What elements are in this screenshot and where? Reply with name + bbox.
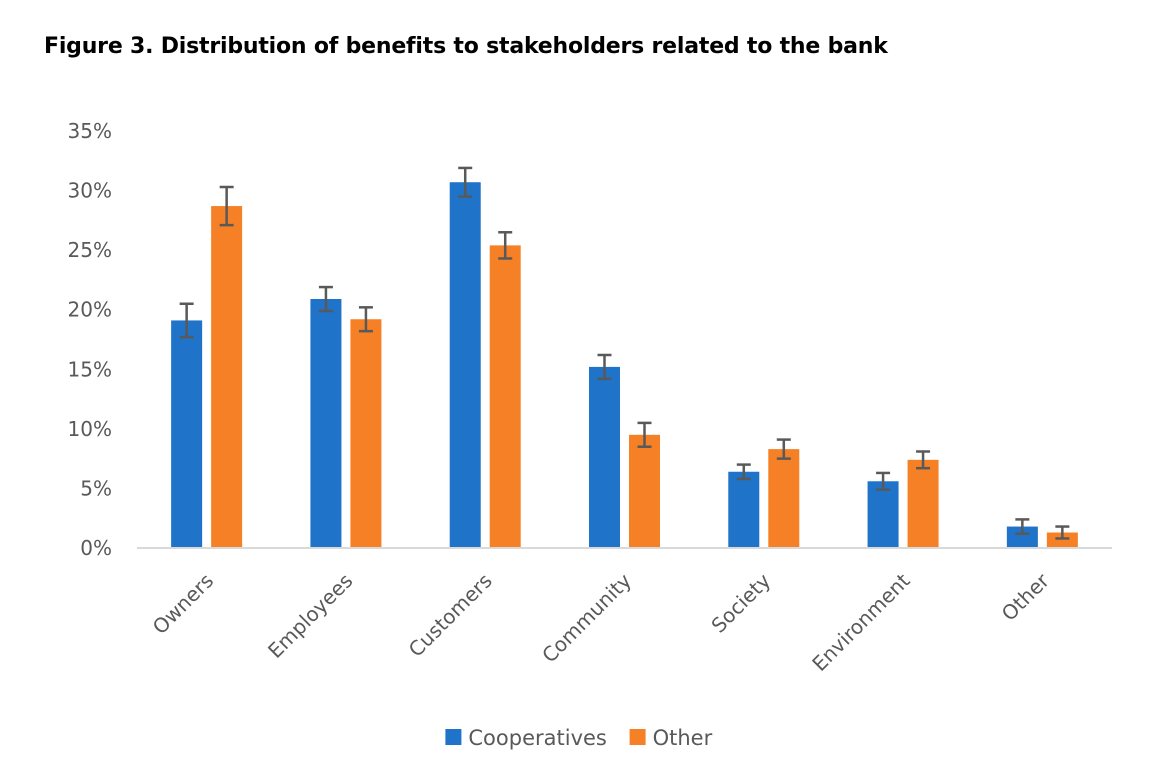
legend-label-other: Other xyxy=(653,726,713,750)
y-tick-label: 0% xyxy=(80,536,112,560)
legend-swatch-cooperatives xyxy=(445,729,462,745)
y-tick-label: 5% xyxy=(80,476,112,500)
bar-cooperatives-customers xyxy=(449,182,481,548)
bar-other-customers xyxy=(489,245,521,548)
bar-cooperatives-community xyxy=(589,366,620,548)
bar-other-other xyxy=(1046,532,1078,548)
x-category-label: Community xyxy=(537,568,636,667)
bar-cooperatives-society xyxy=(728,471,760,548)
x-axis-category-labels: Owners Employees Customers Community Society… xyxy=(148,568,1055,676)
y-tick-label: 20% xyxy=(68,298,112,322)
x-category-label: Owners xyxy=(148,569,219,640)
y-tick-label: 30% xyxy=(68,179,112,203)
x-category-label: Employees xyxy=(263,569,357,663)
bar-other-community xyxy=(629,434,660,548)
bar-other-environment xyxy=(907,459,939,548)
bar-other-society xyxy=(768,449,800,548)
bar-series xyxy=(171,182,1078,548)
y-tick-label: 35% xyxy=(68,119,112,143)
x-category-label: Environment xyxy=(807,568,914,675)
bar-cooperatives-owners xyxy=(171,320,203,548)
bar-other-employees xyxy=(350,319,382,548)
legend-swatch-other xyxy=(629,729,646,745)
y-axis-tick-labels: 0% 5% 10% 15% 20% 25% 30% 35% xyxy=(68,119,112,560)
bar-cooperatives-environment xyxy=(867,481,899,548)
y-tick-label: 10% xyxy=(68,417,112,441)
x-category-label: Society xyxy=(706,568,775,637)
bar-other-owners xyxy=(211,206,243,548)
x-category-label: Customers xyxy=(404,569,497,662)
legend: Cooperatives Other xyxy=(445,726,713,750)
legend-label-cooperatives: Cooperatives xyxy=(468,726,606,750)
error-bars xyxy=(179,166,1070,540)
bar-cooperatives-employees xyxy=(310,298,342,548)
chart-title: Figure 3. Distribution of benefits to st… xyxy=(44,34,888,59)
y-tick-label: 15% xyxy=(68,357,112,381)
y-tick-label: 25% xyxy=(68,238,112,262)
bar-cooperatives-other xyxy=(1006,526,1038,548)
x-category-label: Other xyxy=(997,568,1055,626)
